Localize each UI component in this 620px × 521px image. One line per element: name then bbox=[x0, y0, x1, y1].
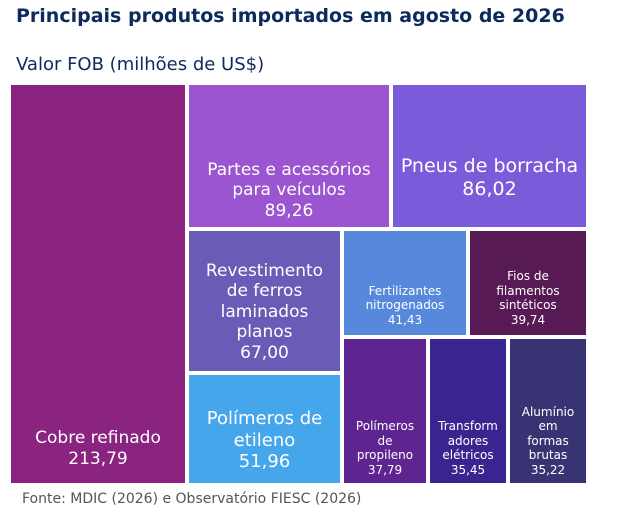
treemap-cell: Polímeros de etileno 51,96 bbox=[189, 375, 340, 483]
treemap-cell: Partes e acessórios para veículos 89,26 bbox=[189, 85, 389, 227]
cell-value: 86,02 bbox=[462, 178, 517, 201]
cell-value: 89,26 bbox=[264, 200, 314, 221]
treemap-cell: Revestimento de ferros laminados planos 6… bbox=[189, 231, 340, 371]
cell-value: 51,96 bbox=[238, 451, 291, 473]
cell-value: 213,79 bbox=[68, 448, 128, 469]
cell-label: Cobre refinado bbox=[35, 428, 161, 449]
treemap-cell: Polímeros de propileno 37,79 bbox=[344, 339, 426, 483]
cell-value: 35,45 bbox=[450, 462, 486, 477]
cell-label: Alumínio em formas brutas bbox=[521, 405, 575, 463]
treemap-cell: Cobre refinado 213,79 bbox=[11, 85, 185, 483]
cell-label: Partes e acessórios para veículos bbox=[207, 159, 371, 201]
cell-value: 37,79 bbox=[367, 462, 403, 477]
source-note: Fonte: MDIC (2026) e Observatório FIESC … bbox=[22, 491, 362, 507]
treemap-cell: Fios de filamentos sintéticos 39,74 bbox=[470, 231, 586, 335]
cell-value: 39,74 bbox=[510, 312, 546, 327]
cell-label: Revestimento de ferros laminados planos bbox=[205, 261, 324, 343]
treemap-cell: Pneus de borracha 86,02 bbox=[393, 85, 586, 227]
chart-subtitle: Valor FOB (milhões de US$) bbox=[16, 54, 265, 75]
chart-title: Principais produtos importados em agosto… bbox=[16, 5, 565, 27]
cell-label: Fertilizantes nitrogenados bbox=[365, 283, 445, 313]
cell-value: 41,43 bbox=[387, 312, 423, 327]
cell-label: Transformadores elétricos bbox=[438, 419, 498, 463]
cell-label: Polímeros de etileno bbox=[206, 408, 323, 451]
treemap-cell: Fertilizantes nitrogenados 41,43 bbox=[344, 231, 466, 335]
cell-value: 35,22 bbox=[530, 462, 566, 477]
cell-value: 67,00 bbox=[240, 342, 289, 363]
cell-label: Polímeros de propileno bbox=[355, 419, 415, 463]
treemap-cell: Alumínio em formas brutas 35,22 bbox=[510, 339, 586, 483]
cell-label: Fios de filamentos sintéticos bbox=[496, 269, 560, 313]
treemap-cell: Transformadores elétricos 35,45 bbox=[430, 339, 506, 483]
cell-label: Pneus de borracha bbox=[400, 155, 579, 178]
